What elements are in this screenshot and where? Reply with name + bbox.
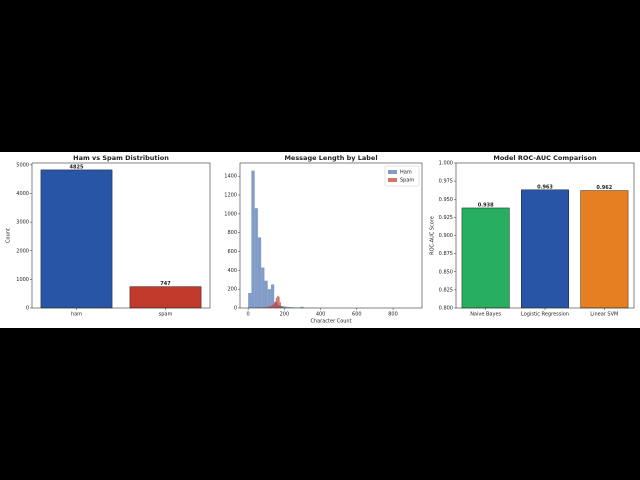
y-tick-label: 0.950 (439, 197, 453, 203)
histogram-bar (270, 305, 273, 308)
histogram-bar (280, 306, 283, 308)
x-tick-label: spam (159, 312, 173, 318)
histogram-bar (267, 289, 271, 308)
y-tick-label: 0 (234, 306, 237, 312)
histogram-bar (277, 295, 279, 308)
y-tick-label: 5000 (16, 162, 29, 168)
y-tick-label: 0.825 (439, 287, 453, 293)
chart-title: Model ROC-AUC Comparison (493, 154, 597, 162)
value-label: 4825 (70, 164, 84, 170)
y-tick-label: 0.875 (439, 251, 453, 257)
bar (580, 190, 629, 309)
y-tick-label: 0.975 (439, 179, 453, 185)
x-tick-label: 200 (280, 312, 290, 318)
histogram-bar (257, 237, 262, 308)
histogram-bar (269, 306, 271, 308)
y-tick-label: 0.900 (439, 233, 453, 239)
histogram-bar (284, 306, 288, 308)
histogram-bar (282, 307, 284, 308)
legend-swatch (388, 178, 397, 182)
histogram-bar (264, 280, 268, 308)
histogram-bar (279, 302, 281, 308)
y-tick-label: 400 (227, 268, 237, 274)
chart-title: Message Length by Label (284, 154, 377, 162)
y-axis-label: Count (6, 228, 12, 243)
y-tick-label: 2000 (16, 248, 29, 254)
x-tick-label: ham (71, 312, 82, 318)
histogram-bar (300, 306, 304, 308)
histogram-bar (275, 297, 278, 308)
chart-title: Ham vs Spam Distribution (73, 154, 169, 162)
x-tick-label: Linear SVM (590, 312, 618, 318)
y-tick-label: 0.800 (439, 306, 453, 312)
bar (40, 169, 113, 309)
y-axis-label: ROC-AUC Score (430, 216, 436, 255)
y-tick-label: 4000 (16, 191, 29, 197)
axes-frame (31, 162, 211, 309)
histogram-bar (272, 305, 274, 308)
legend-label: Spam (400, 178, 414, 184)
y-tick-label: 1200 (224, 193, 237, 199)
y-tick-label: 0.925 (439, 215, 453, 221)
histogram-bar (290, 307, 294, 308)
x-tick-label: 0 (247, 312, 250, 318)
legend-swatch (388, 170, 397, 174)
x-tick-label: Naive Bayes (470, 312, 501, 318)
legend-label: Ham (400, 170, 412, 176)
histogram-bar (280, 306, 285, 308)
histogram-bar (264, 307, 266, 308)
bar (461, 207, 510, 309)
histogram-bar (266, 306, 269, 308)
y-tick-label: 1400 (224, 174, 237, 180)
y-tick-label: 1.000 (439, 161, 453, 167)
y-tick-label: 1000 (224, 211, 237, 217)
histogram-bar (251, 170, 255, 308)
y-tick-label: 800 (227, 230, 237, 236)
y-tick-label: 200 (227, 287, 237, 293)
histogram-bar (274, 301, 276, 308)
value-label: 0.963 (537, 184, 553, 190)
bar (129, 286, 202, 309)
histogram-bar (254, 208, 258, 308)
value-label: 0.962 (596, 185, 612, 191)
bar (521, 189, 569, 309)
histogram-bar (248, 292, 252, 308)
histogram-bar (278, 296, 280, 308)
y-tick-label: 600 (227, 249, 237, 255)
y-tick-label: 3000 (16, 220, 29, 226)
value-label: 747 (160, 281, 171, 287)
histogram-bar (270, 284, 275, 308)
histogram-bar (273, 303, 275, 308)
x-tick-label: 400 (316, 312, 326, 318)
histogram-bar (263, 307, 265, 308)
y-tick-label: 0 (26, 306, 29, 312)
x-tick-label: 600 (352, 312, 362, 318)
axes-frame (239, 162, 423, 309)
histogram-bar (268, 306, 270, 308)
x-axis-label: Character Count (310, 319, 351, 325)
x-tick-label: Logistic Regression (521, 312, 569, 318)
x-tick-label: 800 (388, 312, 398, 318)
histogram-bar (265, 307, 267, 308)
axes-frame (455, 162, 635, 309)
histogram-bar (261, 267, 265, 308)
y-tick-label: 1000 (16, 277, 29, 283)
histogram-bar (287, 307, 291, 308)
y-tick-label: 0.850 (439, 269, 453, 275)
value-label: 0.938 (478, 202, 494, 208)
